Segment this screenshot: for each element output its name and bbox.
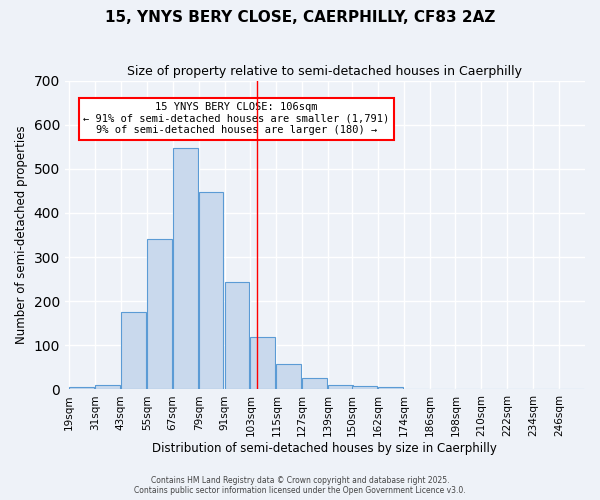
Bar [199,192,223,390]
Bar [147,240,172,390]
Text: 15 YNYS BERY CLOSE: 106sqm
← 91% of semi-detached houses are smaller (1,791)
9% : 15 YNYS BERY CLOSE: 106sqm ← 91% of semi… [83,102,389,136]
Bar [277,364,301,390]
Title: Size of property relative to semi-detached houses in Caerphilly: Size of property relative to semi-detach… [127,65,523,78]
Bar [378,388,403,390]
Bar [224,282,250,390]
Text: Contains HM Land Registry data © Crown copyright and database right 2025.
Contai: Contains HM Land Registry data © Crown c… [134,476,466,495]
Bar [328,385,353,390]
Bar [173,148,197,390]
Text: 15, YNYS BERY CLOSE, CAERPHILLY, CF83 2AZ: 15, YNYS BERY CLOSE, CAERPHILLY, CF83 2A… [105,10,495,25]
Y-axis label: Number of semi-detached properties: Number of semi-detached properties [15,126,28,344]
Bar [250,336,275,390]
Bar [352,386,377,390]
Bar [302,378,327,390]
Bar [121,312,146,390]
X-axis label: Distribution of semi-detached houses by size in Caerphilly: Distribution of semi-detached houses by … [152,442,497,455]
Bar [69,388,94,390]
Bar [95,385,120,390]
